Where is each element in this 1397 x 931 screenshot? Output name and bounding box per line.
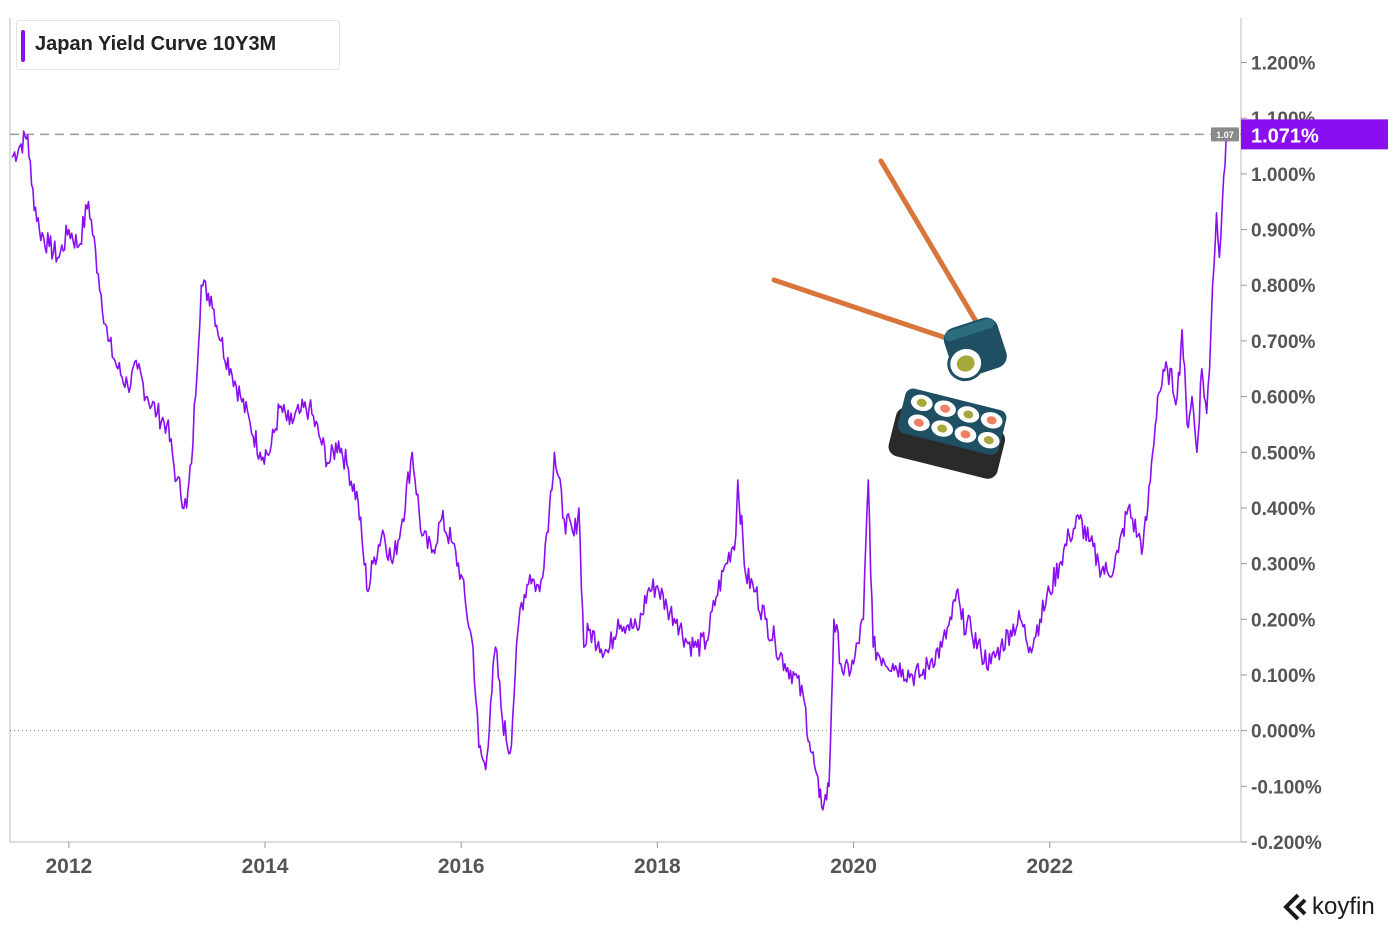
- x-axis: 2012 2014 2016 2018 2020 2022: [45, 842, 1073, 878]
- y-tick-label: 0.100%: [1251, 666, 1316, 687]
- koyfin-chevron-icon: [1283, 893, 1307, 921]
- y-tick-label: 0.000%: [1251, 722, 1316, 743]
- y-tick-label: 0.700%: [1251, 332, 1316, 353]
- y-tick-label: 0.900%: [1251, 221, 1316, 242]
- y-tick-label: 1.200%: [1251, 54, 1316, 75]
- y-tick-label: 0.500%: [1251, 443, 1316, 464]
- y-tick-label: 1.000%: [1251, 165, 1316, 186]
- y-tick-label: 0.200%: [1251, 610, 1316, 631]
- legend-swatch: [21, 30, 25, 62]
- last-value-text: 1.071%: [1251, 125, 1319, 147]
- y-tick-label: 0.300%: [1251, 555, 1316, 576]
- legend: Japan Yield Curve 10Y3M: [16, 20, 340, 70]
- sushi-roll-icon: [943, 317, 1007, 382]
- y-tick-label: -0.200%: [1251, 833, 1322, 854]
- x-tick-label: 2022: [1026, 855, 1073, 878]
- plot-frame: [9, 18, 1242, 843]
- last-value-small-text: 1.07: [1216, 130, 1234, 140]
- y-axis: 1.200%1.100%1.000%0.900%0.800%0.700%0.60…: [1241, 54, 1322, 854]
- reference-lines: [10, 133, 1241, 732]
- last-value-marker: 1.07 1.071%: [1211, 119, 1388, 150]
- sushi-tray-icon: [888, 388, 1007, 479]
- chopstick-icon: [878, 158, 993, 348]
- chopstick-icon: [771, 277, 961, 345]
- x-tick-label: 2014: [242, 855, 289, 878]
- koyfin-logo[interactable]: koyfin: [1282, 890, 1375, 924]
- legend-label: Japan Yield Curve 10Y3M: [35, 33, 277, 55]
- sushi-illustration: [771, 158, 1007, 479]
- x-tick-label: 2012: [45, 855, 92, 878]
- y-tick-label: 0.800%: [1251, 276, 1316, 297]
- last-value-small-badge: [1211, 127, 1239, 142]
- x-tick-label: 2020: [830, 855, 877, 878]
- x-tick-label: 2018: [634, 855, 681, 878]
- last-value-badge: [1241, 119, 1388, 150]
- x-tick-label: 2016: [438, 855, 485, 878]
- brand-name: koyfin: [1312, 893, 1375, 920]
- y-tick-label: -0.100%: [1251, 777, 1322, 798]
- series-line: [11, 130, 1228, 811]
- y-tick-label: 0.600%: [1251, 388, 1316, 409]
- series-lines: [11, 130, 1228, 811]
- y-tick-label: 0.400%: [1251, 499, 1316, 520]
